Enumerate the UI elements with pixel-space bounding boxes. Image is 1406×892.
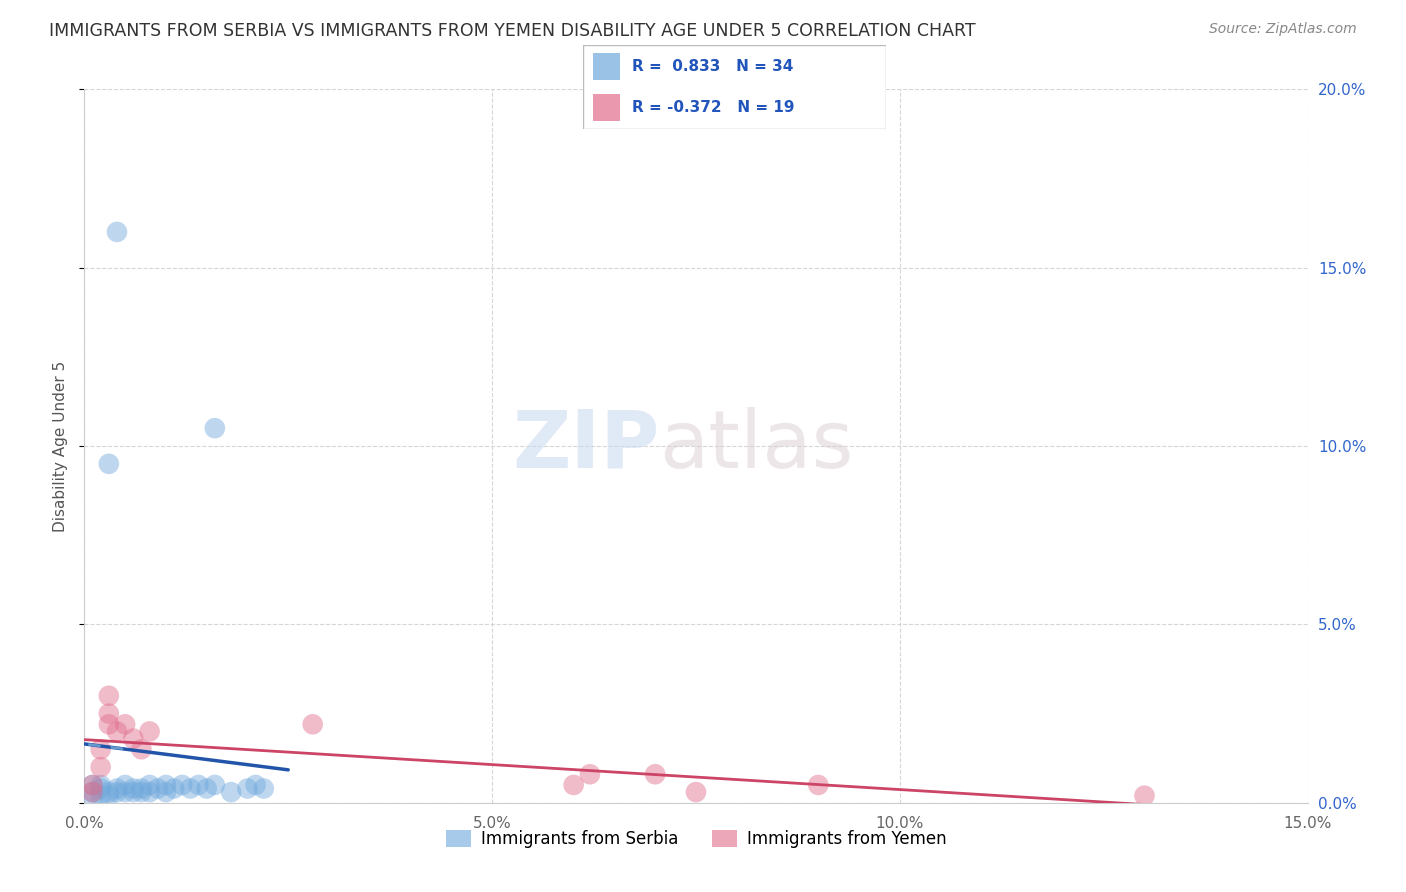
Point — [90, 781, 112, 796]
Bar — [592, 54, 620, 80]
Point — [90, 778, 112, 792]
Point — [97, 789, 120, 803]
Point — [807, 778, 830, 792]
Text: R =  0.833   N = 34: R = 0.833 N = 34 — [631, 59, 793, 74]
Point — [97, 785, 120, 799]
Point — [97, 689, 120, 703]
Point — [163, 781, 186, 796]
Point — [105, 785, 128, 799]
Point — [155, 785, 177, 799]
Point — [90, 760, 112, 774]
Point — [562, 778, 585, 792]
Point — [82, 785, 104, 799]
Point — [82, 792, 104, 806]
Point — [114, 785, 136, 799]
Point — [82, 785, 104, 799]
Point — [97, 457, 120, 471]
Point — [138, 778, 160, 792]
Text: IMMIGRANTS FROM SERBIA VS IMMIGRANTS FROM YEMEN DISABILITY AGE UNDER 5 CORRELATI: IMMIGRANTS FROM SERBIA VS IMMIGRANTS FRO… — [49, 22, 976, 40]
Point — [204, 778, 226, 792]
Point — [131, 781, 153, 796]
Y-axis label: Disability Age Under 5: Disability Age Under 5 — [53, 360, 69, 532]
Point — [122, 731, 145, 746]
Text: atlas: atlas — [659, 407, 853, 485]
Bar — [592, 94, 620, 120]
Text: Source: ZipAtlas.com: Source: ZipAtlas.com — [1209, 22, 1357, 37]
Point — [187, 778, 209, 792]
Point — [105, 724, 128, 739]
Point — [155, 778, 177, 792]
FancyBboxPatch shape — [583, 45, 886, 129]
Point — [253, 781, 276, 796]
Point — [138, 724, 160, 739]
Point — [685, 785, 707, 799]
Point — [146, 781, 169, 796]
Text: R = -0.372   N = 19: R = -0.372 N = 19 — [631, 100, 794, 115]
Point — [245, 778, 267, 792]
Point — [204, 421, 226, 435]
Point — [97, 706, 120, 721]
Point — [219, 785, 242, 799]
Point — [172, 778, 194, 792]
Point — [579, 767, 602, 781]
Point — [138, 785, 160, 799]
Point — [105, 225, 128, 239]
Text: ZIP: ZIP — [512, 407, 659, 485]
Point — [122, 785, 145, 799]
Point — [195, 781, 218, 796]
Point — [122, 781, 145, 796]
Point — [131, 785, 153, 799]
Point — [236, 781, 259, 796]
Point — [301, 717, 323, 731]
Legend: Immigrants from Serbia, Immigrants from Yemen: Immigrants from Serbia, Immigrants from … — [439, 823, 953, 855]
Point — [114, 778, 136, 792]
Point — [114, 717, 136, 731]
Point — [1133, 789, 1156, 803]
Point — [644, 767, 666, 781]
Point — [131, 742, 153, 756]
Point — [105, 781, 128, 796]
Point — [90, 742, 112, 756]
Point — [90, 789, 112, 803]
Point — [179, 781, 201, 796]
Point — [97, 717, 120, 731]
Point — [82, 778, 104, 792]
Point — [82, 778, 104, 792]
